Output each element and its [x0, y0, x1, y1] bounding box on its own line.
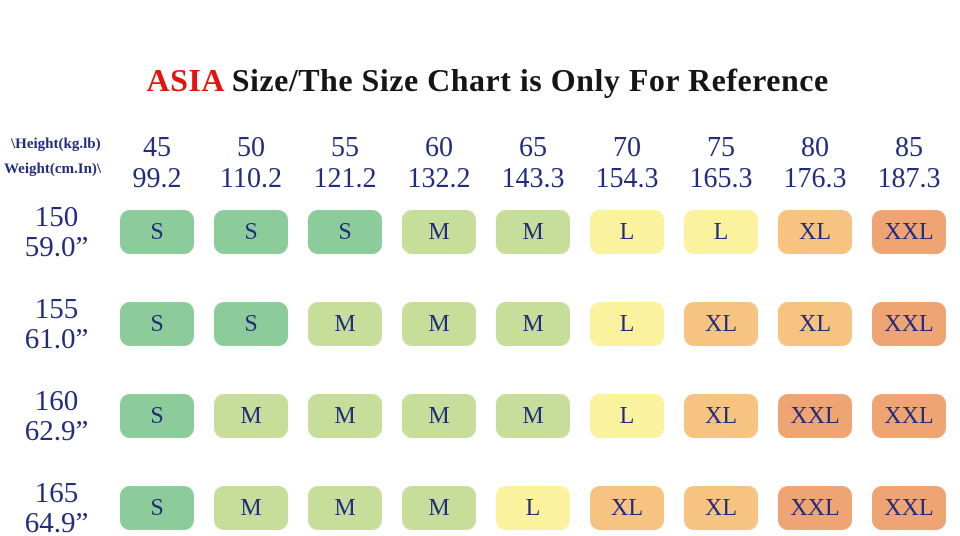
weight-column-header: 80 176.3: [768, 132, 862, 194]
size-cell: S: [308, 210, 382, 254]
height-inch: 59.0”: [24, 231, 89, 263]
height-row-header: 160 62.9”: [3, 386, 110, 446]
size-cell: M: [308, 486, 382, 530]
size-cell: S: [120, 486, 194, 530]
size-cell: XL: [684, 486, 758, 530]
size-cell: M: [402, 394, 476, 438]
weight-kg: 55: [331, 132, 359, 163]
size-cell: XXL: [778, 394, 852, 438]
weight-column-header: 70 154.3: [580, 132, 674, 194]
page-title: ASIA Size/The Size Chart is Only For Ref…: [0, 20, 960, 98]
height-cm: 155: [34, 293, 79, 325]
weight-column-header: 75 165.3: [674, 132, 768, 194]
size-cell: XXL: [872, 302, 946, 346]
size-cell: XXL: [872, 486, 946, 530]
size-cell: L: [590, 394, 664, 438]
height-cm: 150: [34, 201, 79, 233]
size-cell: L: [590, 210, 664, 254]
size-cell: M: [308, 394, 382, 438]
weight-kg: 70: [613, 132, 641, 163]
size-cell: XL: [778, 210, 852, 254]
weight-lb: 187.3: [877, 163, 941, 194]
weight-lb: 110.2: [220, 163, 282, 194]
weight-lb: 121.2: [313, 163, 377, 194]
size-chart: \Height(kg.lb) Weight(cm.In)\ 45 99.2 50…: [3, 132, 956, 536]
size-cell: M: [308, 302, 382, 346]
size-cell: M: [496, 210, 570, 254]
weight-column-header: 55 121.2: [298, 132, 392, 194]
size-cell: S: [120, 210, 194, 254]
weight-lb: 99.2: [132, 163, 182, 194]
size-cell: M: [214, 394, 288, 438]
weight-kg: 75: [707, 132, 735, 163]
size-cell: M: [496, 394, 570, 438]
axis-corner-label: \Height(kg.lb) Weight(cm.In)\: [3, 132, 110, 182]
weight-kg: 60: [425, 132, 453, 163]
weight-lb: 132.2: [407, 163, 471, 194]
weight-kg: 50: [237, 132, 265, 163]
height-cm: 165: [34, 477, 79, 509]
page-title-text: Size/The Size Chart is Only For Referenc…: [223, 62, 829, 98]
table-row: 155 61.0” S S M M M L XL XL XXL: [3, 278, 956, 370]
weight-lb: 165.3: [689, 163, 753, 194]
size-cell: XXL: [778, 486, 852, 530]
size-cell: XL: [684, 394, 758, 438]
height-row-header: 150 59.0”: [3, 202, 110, 262]
size-cell: M: [496, 302, 570, 346]
size-cell: S: [120, 394, 194, 438]
size-cell: S: [120, 302, 194, 346]
table-row: 160 62.9” S M M M M L XL XXL XXL: [3, 370, 956, 462]
table-header-row: \Height(kg.lb) Weight(cm.In)\ 45 99.2 50…: [3, 132, 956, 194]
table-row: 165 64.9” S M M M L XL XL XXL XXL: [3, 462, 956, 536]
weight-lb: 154.3: [595, 163, 659, 194]
height-inch: 64.9”: [24, 507, 89, 536]
size-cell: M: [402, 486, 476, 530]
height-row-header: 165 64.9”: [3, 478, 110, 536]
weight-kg: 80: [801, 132, 829, 163]
height-inch: 62.9”: [24, 415, 89, 447]
size-cell: M: [214, 486, 288, 530]
size-cell: S: [214, 302, 288, 346]
weight-lb: 143.3: [501, 163, 565, 194]
weight-column-header: 65 143.3: [486, 132, 580, 194]
page-title-brand: ASIA: [146, 62, 224, 98]
weight-kg: 65: [519, 132, 547, 163]
weight-column-header: 45 99.2: [110, 132, 204, 194]
height-row-header: 155 61.0”: [3, 294, 110, 354]
weight-column-header: 85 187.3: [862, 132, 956, 194]
axis-weight-label: Weight(cm.In)\: [4, 161, 102, 177]
size-cell: XL: [778, 302, 852, 346]
weight-kg: 85: [895, 132, 923, 163]
height-inch: 61.0”: [24, 323, 89, 355]
axis-height-label: \Height(kg.lb): [11, 136, 101, 152]
size-cell: M: [402, 302, 476, 346]
size-cell: XL: [590, 486, 664, 530]
size-cell: S: [214, 210, 288, 254]
size-cell: XL: [684, 302, 758, 346]
weight-lb: 176.3: [783, 163, 847, 194]
height-cm: 160: [34, 385, 79, 417]
table-row: 150 59.0” S S S M M L L XL XXL: [3, 186, 956, 278]
size-cell: L: [684, 210, 758, 254]
size-cell: L: [496, 486, 570, 530]
size-cell: M: [402, 210, 476, 254]
size-cell: L: [590, 302, 664, 346]
size-cell: XXL: [872, 394, 946, 438]
weight-kg: 45: [143, 132, 171, 163]
weight-column-header: 50 110.2: [204, 132, 298, 194]
weight-column-header: 60 132.2: [392, 132, 486, 194]
size-cell: XXL: [872, 210, 946, 254]
